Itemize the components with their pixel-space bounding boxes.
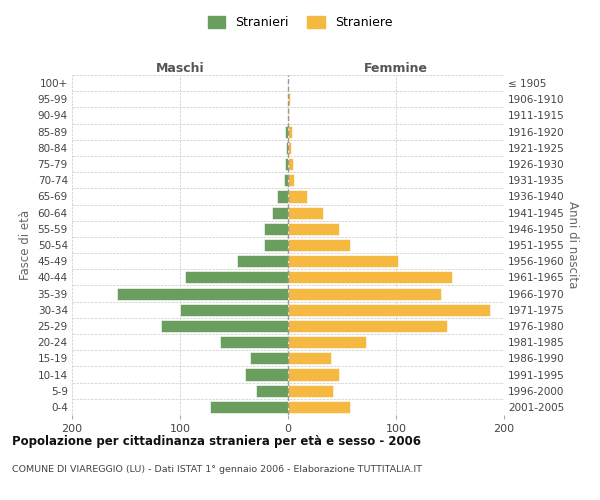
- Bar: [161, 320, 288, 332]
- Bar: [288, 401, 350, 413]
- Bar: [288, 336, 366, 348]
- Bar: [288, 190, 307, 202]
- Bar: [118, 288, 288, 300]
- Bar: [256, 384, 288, 397]
- Y-axis label: Fasce di età: Fasce di età: [19, 210, 32, 280]
- Bar: [288, 304, 490, 316]
- Bar: [185, 272, 288, 283]
- Bar: [288, 222, 339, 235]
- Bar: [180, 304, 288, 316]
- Bar: [288, 272, 452, 283]
- Bar: [285, 158, 288, 170]
- Bar: [288, 239, 350, 251]
- Bar: [264, 239, 288, 251]
- Bar: [288, 142, 291, 154]
- Bar: [288, 255, 398, 268]
- Bar: [288, 93, 290, 106]
- Bar: [286, 142, 288, 154]
- Bar: [220, 336, 288, 348]
- Bar: [245, 368, 288, 380]
- Bar: [288, 110, 289, 122]
- Legend: Stranieri, Straniere: Stranieri, Straniere: [203, 11, 397, 34]
- Bar: [250, 352, 288, 364]
- Bar: [288, 206, 323, 218]
- Bar: [285, 126, 288, 138]
- Text: Femmine: Femmine: [364, 62, 428, 75]
- Bar: [288, 126, 292, 138]
- Bar: [288, 352, 331, 364]
- Bar: [277, 190, 288, 202]
- Text: Maschi: Maschi: [155, 62, 205, 75]
- Bar: [264, 222, 288, 235]
- Text: Popolazione per cittadinanza straniera per età e sesso - 2006: Popolazione per cittadinanza straniera p…: [12, 435, 421, 448]
- Bar: [237, 255, 288, 268]
- Bar: [288, 384, 334, 397]
- Bar: [210, 401, 288, 413]
- Bar: [284, 174, 288, 186]
- Bar: [288, 320, 447, 332]
- Bar: [288, 158, 293, 170]
- Bar: [288, 174, 295, 186]
- Text: COMUNE DI VIAREGGIO (LU) - Dati ISTAT 1° gennaio 2006 - Elaborazione TUTTITALIA.: COMUNE DI VIAREGGIO (LU) - Dati ISTAT 1°…: [12, 465, 422, 474]
- Y-axis label: Anni di nascita: Anni di nascita: [566, 202, 579, 288]
- Bar: [288, 288, 442, 300]
- Bar: [288, 368, 339, 380]
- Bar: [272, 206, 288, 218]
